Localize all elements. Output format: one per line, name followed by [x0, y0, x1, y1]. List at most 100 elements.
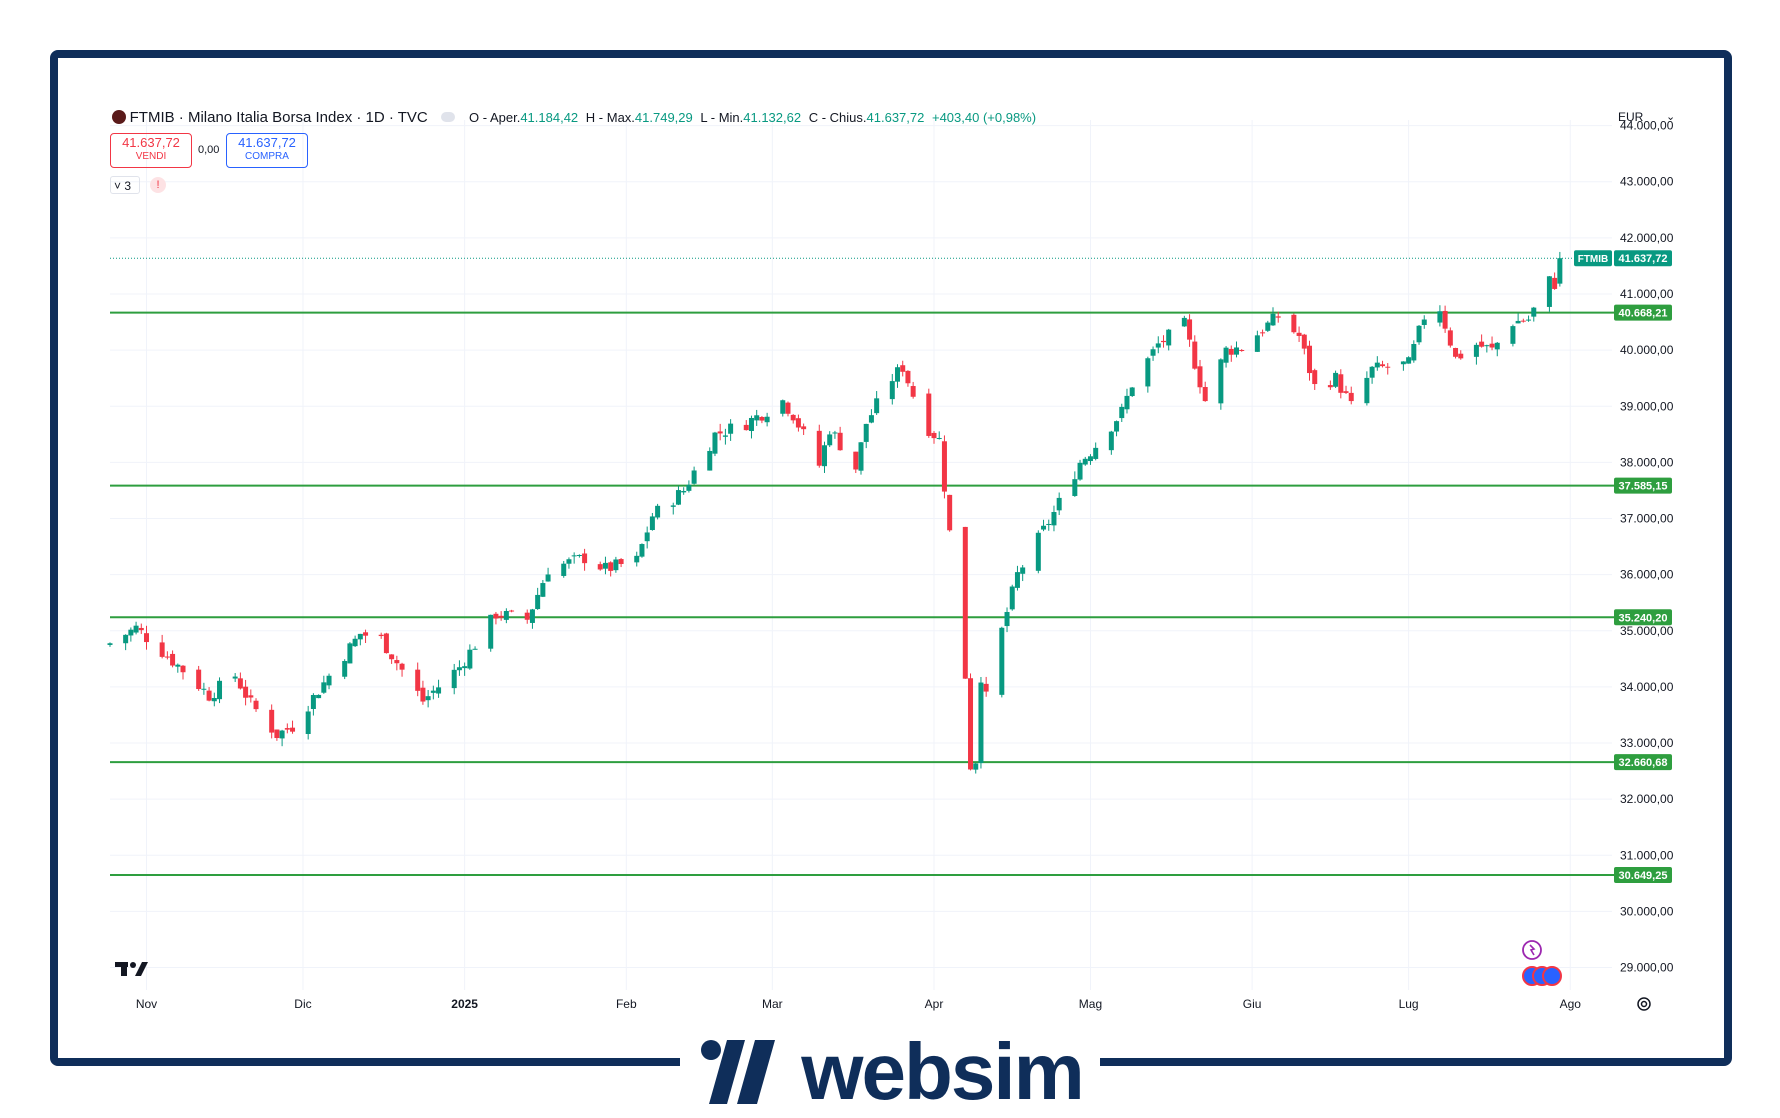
candle	[691, 466, 697, 485]
candle	[1479, 334, 1485, 348]
candle-body	[686, 484, 692, 491]
chart-header: FTMIB · Milano Italia Borsa Index · 1D ·…	[112, 109, 1036, 126]
chevron-down-icon[interactable]: ⌄	[1666, 111, 1676, 123]
candle	[931, 431, 937, 444]
candle	[196, 665, 202, 691]
candle	[1343, 385, 1349, 394]
candle-body	[602, 562, 608, 569]
candle	[133, 621, 139, 635]
candle	[383, 632, 389, 654]
candle-body	[874, 398, 880, 414]
candle-body	[780, 400, 786, 414]
candle-body	[1155, 343, 1161, 348]
candle-body	[1312, 370, 1318, 385]
candle	[201, 682, 207, 695]
candle-body	[269, 709, 275, 733]
candle	[253, 698, 259, 712]
candle	[436, 679, 442, 698]
candle-body	[164, 656, 170, 658]
candle-body	[1009, 586, 1015, 610]
currency-selector[interactable]: EUR	[1618, 110, 1644, 124]
x-tick-label: Dic	[294, 997, 311, 1011]
x-tick-label: Lug	[1399, 997, 1419, 1011]
symbol-tag	[1574, 250, 1612, 267]
candle	[821, 441, 827, 473]
candle-body	[853, 451, 859, 470]
candle	[1009, 584, 1015, 611]
buy-button[interactable]: 41.637,72 COMPRA	[226, 133, 308, 168]
y-tick-label: 38.000,00	[1620, 455, 1674, 469]
candle-body	[326, 675, 332, 686]
candle	[576, 554, 582, 558]
candle-body	[983, 683, 989, 692]
candle-body	[217, 680, 223, 700]
candle-body	[1526, 319, 1532, 321]
candle	[1114, 420, 1120, 437]
candle-body	[524, 612, 530, 620]
candle-body	[279, 730, 285, 739]
y-tick-label: 33.000,00	[1620, 736, 1674, 750]
candle	[342, 659, 348, 680]
candle-body	[1260, 332, 1266, 334]
x-tick-label: Feb	[616, 997, 637, 1011]
candle	[561, 560, 567, 578]
candle-body	[644, 532, 650, 542]
candle	[895, 364, 901, 388]
candle-body	[123, 634, 129, 644]
candle	[1510, 324, 1516, 347]
candle	[1520, 318, 1526, 323]
candle-body	[1447, 330, 1453, 346]
x-tick-label: Ago	[1560, 997, 1582, 1011]
candle	[832, 430, 838, 439]
candle-body	[759, 417, 765, 421]
candle-body	[1421, 319, 1427, 325]
candle	[164, 651, 170, 660]
candle-body	[1343, 391, 1349, 393]
candle-body	[1437, 311, 1443, 323]
candle-body	[1160, 340, 1166, 343]
sell-button[interactable]: 41.637,72 VENDI	[110, 133, 192, 168]
candle	[889, 373, 895, 405]
candle	[524, 609, 530, 624]
indicators-toggle[interactable]: ˅ 3	[110, 176, 140, 194]
level-tag	[1614, 304, 1672, 321]
x-tick-label: Mag	[1079, 997, 1102, 1011]
candle-body	[608, 562, 614, 571]
candle-body	[649, 516, 655, 531]
candle	[780, 399, 786, 417]
candle	[1526, 315, 1532, 322]
candle	[1275, 311, 1281, 323]
candle-body	[535, 594, 541, 610]
chart-grid	[110, 120, 1612, 990]
candle-body	[816, 430, 822, 466]
candle	[415, 662, 421, 697]
alert-icon[interactable]: !	[150, 177, 166, 193]
candle-body	[540, 583, 546, 597]
candle	[394, 655, 400, 671]
candle	[206, 687, 212, 702]
candle	[425, 689, 431, 708]
sell-price: 41.637,72	[122, 135, 180, 150]
candle	[1473, 342, 1479, 365]
candle-body	[529, 609, 535, 623]
candle-body	[1004, 611, 1010, 627]
candle	[1166, 328, 1172, 351]
x-tick-label: Giu	[1243, 997, 1262, 1011]
indicators-count: 3	[124, 179, 132, 193]
websim-mark-icon	[701, 1039, 776, 1104]
settings-gear-icon[interactable]	[1637, 997, 1651, 1011]
candle	[399, 662, 405, 677]
candle-body	[582, 553, 588, 564]
symbol-title[interactable]: FTMIB · Milano Italia Borsa Index · 1D ·…	[129, 109, 428, 126]
support-resistance-lines: 40.668,21 37.585,15 35.240,20 32.660,68 30.6…	[110, 250, 1672, 883]
candle-body	[1510, 326, 1516, 344]
candle-body	[639, 544, 645, 557]
candle	[1557, 251, 1563, 287]
open-value: 41.184,42	[520, 110, 579, 125]
collapse-icon[interactable]	[441, 112, 456, 122]
candle-body	[868, 415, 874, 423]
candle	[597, 561, 603, 571]
candle-body	[274, 729, 280, 739]
candle-body	[795, 418, 801, 428]
candle-body	[180, 665, 186, 673]
